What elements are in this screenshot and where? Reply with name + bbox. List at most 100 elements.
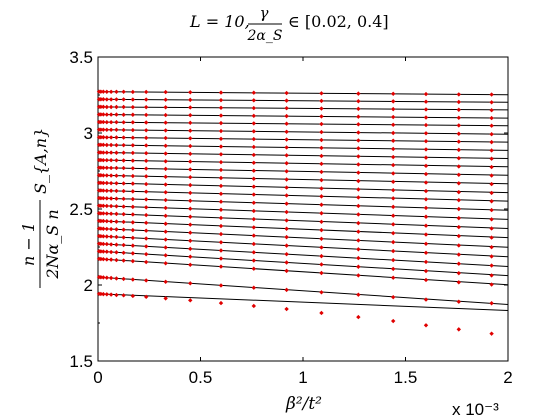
data-point <box>391 222 396 227</box>
data-point <box>218 248 224 253</box>
data-point <box>284 185 289 190</box>
data-point <box>391 162 396 168</box>
data-point <box>104 196 110 201</box>
data-point <box>104 97 110 102</box>
y-axis-label: n − 1 2Nα_S n S_{A,n} <box>19 128 62 288</box>
data-point <box>114 250 119 255</box>
data-point <box>130 166 136 171</box>
data-point <box>130 204 136 210</box>
data-point <box>98 180 104 186</box>
data-point <box>130 143 136 148</box>
data-point <box>114 97 119 102</box>
plot-area <box>97 56 509 362</box>
data-point <box>98 104 104 110</box>
data-point <box>251 184 256 189</box>
title-suffix: ∈ [0.02, 0.4] <box>288 12 389 31</box>
data-point <box>108 188 114 193</box>
data-point <box>143 120 149 125</box>
data-point <box>188 159 193 164</box>
data-point <box>456 172 461 177</box>
data-point <box>319 153 324 159</box>
data-point <box>143 189 149 194</box>
data-point <box>423 277 429 283</box>
data-point <box>218 175 224 181</box>
data-point <box>114 127 119 133</box>
data-point <box>108 142 114 148</box>
data-point <box>121 242 126 248</box>
data-point <box>121 173 126 179</box>
x-tick-label: 0.5 <box>189 368 213 387</box>
data-point <box>456 92 461 97</box>
data-point <box>121 135 126 140</box>
data-point <box>489 173 494 178</box>
data-point <box>130 196 136 202</box>
data-point <box>423 115 429 120</box>
data-point <box>391 204 396 210</box>
data-point <box>356 178 361 184</box>
data-point <box>98 173 104 178</box>
data-point <box>319 270 324 276</box>
y-tick-label: 3.5 <box>69 48 93 67</box>
data-point <box>101 104 106 110</box>
data-point <box>121 127 126 133</box>
data-point <box>356 220 361 226</box>
data-point <box>104 112 110 117</box>
data-point <box>101 234 106 239</box>
data-point <box>391 294 396 300</box>
data-point <box>218 223 224 229</box>
data-point <box>108 97 114 102</box>
data-point <box>101 203 106 209</box>
data-point <box>101 158 106 163</box>
data-point <box>489 244 494 250</box>
data-point <box>319 262 324 267</box>
data-point <box>251 225 256 230</box>
data-point <box>98 188 104 193</box>
data-point <box>356 122 361 127</box>
data-point <box>251 233 256 238</box>
data-point <box>130 235 136 241</box>
data-point <box>114 89 119 95</box>
data-point <box>218 113 224 118</box>
data-point <box>356 203 361 209</box>
data-point <box>121 89 126 95</box>
data-point <box>163 229 168 234</box>
data-point <box>284 209 289 215</box>
data-point <box>284 145 289 150</box>
data-point <box>188 97 193 103</box>
data-point <box>391 196 396 201</box>
data-point <box>391 266 396 272</box>
data-point <box>423 163 429 169</box>
data-point <box>121 227 126 232</box>
data-point <box>188 254 193 259</box>
data-point <box>284 153 289 158</box>
data-point <box>114 173 119 178</box>
data-point <box>163 197 168 203</box>
data-point <box>163 245 168 250</box>
data-point <box>319 194 324 199</box>
data-point <box>356 99 361 104</box>
data-point <box>356 138 361 143</box>
data-point <box>104 173 110 178</box>
data-point <box>101 180 106 186</box>
data-point <box>163 261 168 266</box>
data-point <box>284 218 289 223</box>
y-tick-label: 1.5 <box>69 352 93 371</box>
data-point <box>121 211 126 217</box>
data-point <box>130 277 136 282</box>
data-point <box>104 226 110 232</box>
data-point <box>423 197 429 202</box>
data-point <box>251 105 256 111</box>
data-point <box>163 143 168 148</box>
data-point <box>163 296 168 301</box>
data-point <box>98 249 104 254</box>
data-point <box>143 228 149 233</box>
data-point <box>356 247 361 252</box>
data-point <box>104 89 110 95</box>
data-point <box>143 244 149 249</box>
data-point <box>114 181 119 186</box>
data-point <box>356 264 361 269</box>
data-point <box>98 135 104 140</box>
ylabel-numerator: n − 1 <box>19 222 38 266</box>
data-point <box>391 187 396 193</box>
data-point <box>218 167 224 173</box>
